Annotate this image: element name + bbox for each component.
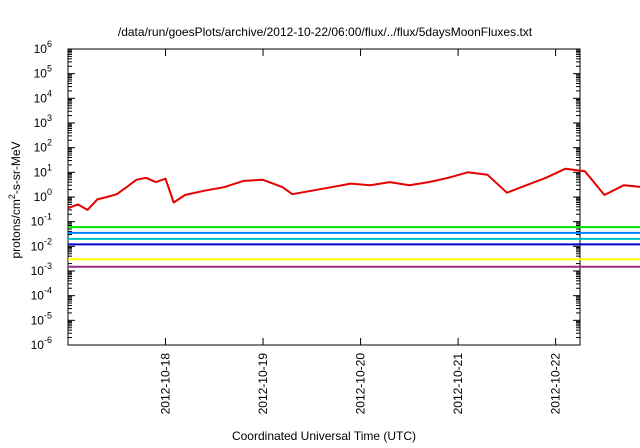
y-tick-label: 10-4 bbox=[31, 286, 52, 303]
y-axis-label: protons/cm2-s-sr-MeV bbox=[7, 141, 23, 258]
y-tick-label: 105 bbox=[34, 64, 52, 81]
y-tick-label: 10-5 bbox=[31, 310, 52, 327]
chart-title: /data/run/goesPlots/archive/2012-10-22/0… bbox=[118, 25, 533, 39]
y-axis: 10-6 10-5 10-4 10-3 10-2 10-1 100 101 102 103 104 1… bbox=[31, 39, 580, 352]
x-tick-label: 2012-10-18 bbox=[159, 353, 173, 415]
y-tick-label: 102 bbox=[34, 138, 52, 155]
x-axis: 2012-10-18 2012-10-19 2012-10-20 2012-10-21… bbox=[159, 49, 563, 414]
y-tick-label: 10-3 bbox=[31, 261, 52, 278]
y-tick-label: 10-6 bbox=[31, 335, 52, 352]
y-tick-label: 100 bbox=[34, 187, 52, 204]
x-tick-label: 2012-10-22 bbox=[549, 353, 563, 415]
y-tick-label: 101 bbox=[34, 162, 52, 179]
x-tick-label: 2012-10-21 bbox=[451, 353, 465, 415]
y-tick-label: 103 bbox=[34, 113, 52, 130]
series-line-0 bbox=[67, 167, 640, 211]
y-tick-label: 10-2 bbox=[31, 236, 52, 253]
y-tick-label: 10-1 bbox=[31, 212, 52, 229]
y-tick-label: 104 bbox=[34, 88, 52, 105]
series-layer bbox=[67, 167, 640, 268]
x-tick-label: 2012-10-20 bbox=[354, 353, 368, 415]
x-axis-label: Coordinated Universal Time (UTC) bbox=[232, 429, 416, 443]
x-tick-label: 2012-10-19 bbox=[256, 353, 270, 415]
y-tick-label: 106 bbox=[34, 39, 52, 56]
plot-frame bbox=[67, 48, 581, 346]
